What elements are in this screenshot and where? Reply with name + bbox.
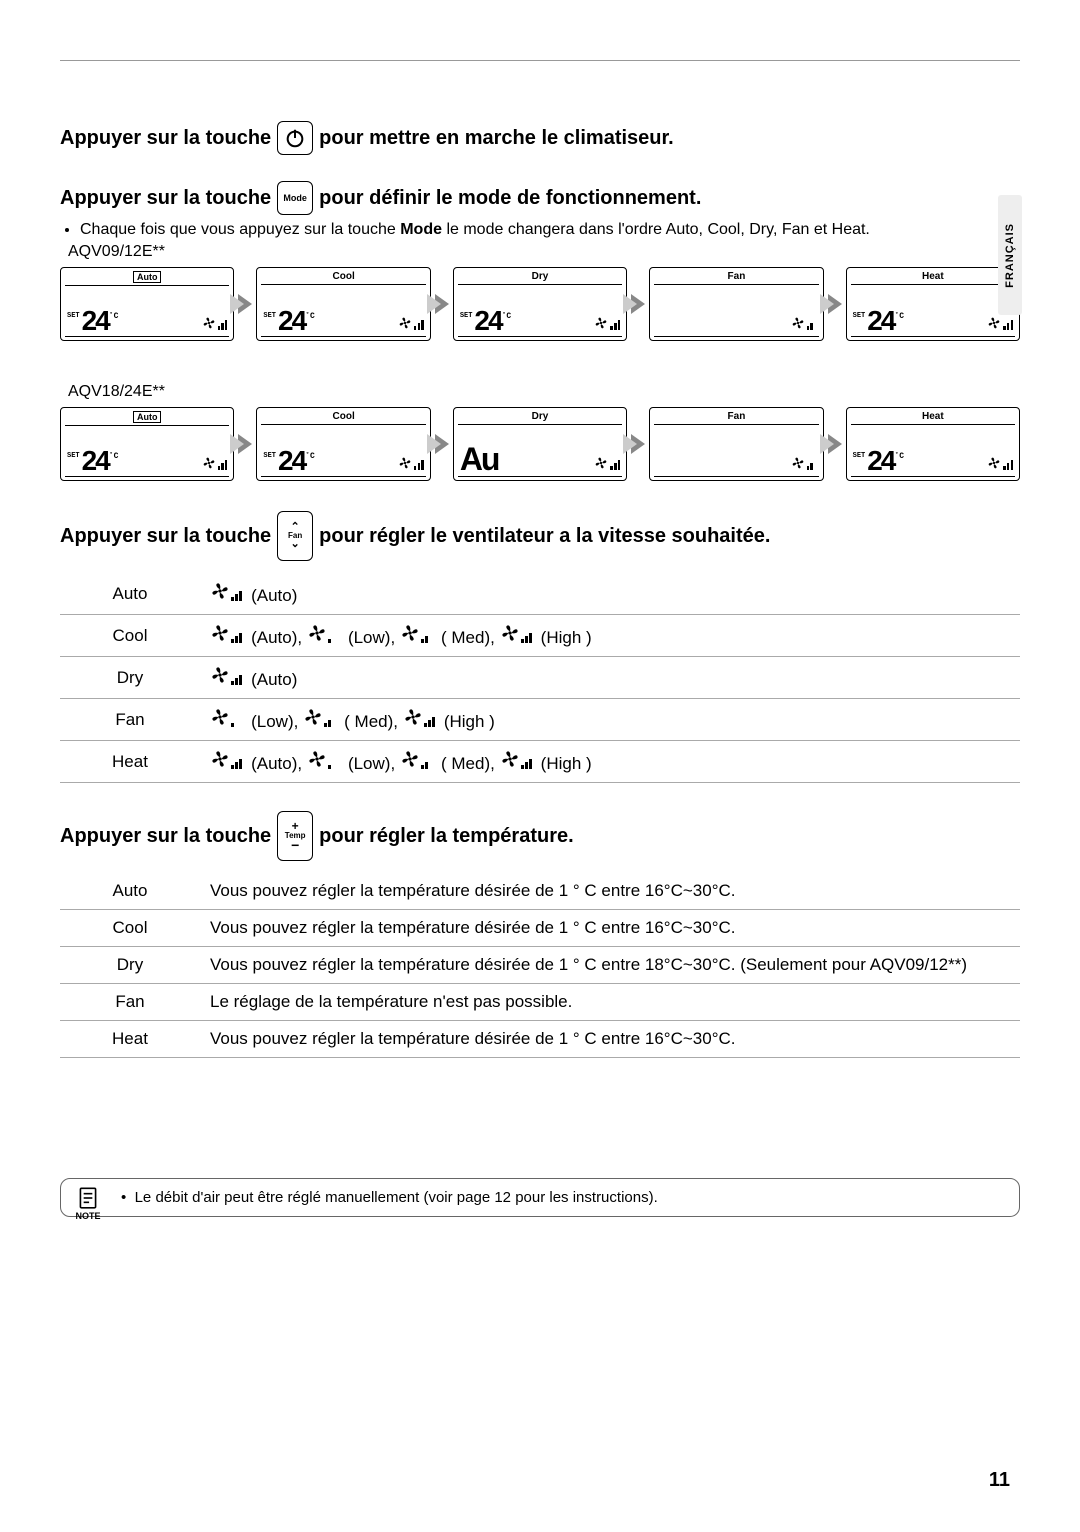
table-row: DryVous pouvez régler la température dés… xyxy=(60,947,1020,984)
mode-description: Chaque fois que vous appuyez sur la touc… xyxy=(80,221,1020,239)
temp-button-icon: + Temp − xyxy=(277,811,313,861)
instruction-power: Appuyer sur la touche pour mettre en mar… xyxy=(60,121,1020,155)
note-text: Le débit d'air peut être réglé manuellem… xyxy=(135,1189,658,1206)
table-row: Auto (Auto) xyxy=(60,573,1020,615)
instruction-temp: Appuyer sur la touche + Temp − pour régl… xyxy=(60,811,1020,861)
arrow-icon xyxy=(631,434,645,454)
mode-flow-2: AutoSET24˚C CoolSET24˚C DryAu Fan HeatSET24˚… xyxy=(60,407,1020,481)
mode-box-heat: HeatSET24˚C xyxy=(846,407,1020,481)
text: Appuyer sur la touche xyxy=(60,825,271,848)
mode-box-fan: Fan xyxy=(649,267,823,341)
table-row: Fan (Low), ( Med), (High ) xyxy=(60,699,1020,741)
mode-box-fan: Fan xyxy=(649,407,823,481)
arrow-icon xyxy=(828,434,842,454)
arrow-icon xyxy=(238,294,252,314)
table-row: HeatVous pouvez régler la température dé… xyxy=(60,1021,1020,1058)
temperature-table: AutoVous pouvez régler la température dé… xyxy=(60,873,1020,1058)
mode-box-dry: DryAu xyxy=(453,407,627,481)
arrow-icon xyxy=(435,434,449,454)
mode-button-icon: Mode xyxy=(277,181,313,215)
fan-button-icon: ⌃ Fan ⌄ xyxy=(277,511,313,561)
text: pour régler le ventilateur a la vitesse … xyxy=(319,525,770,548)
mode-bullet: Chaque fois que vous appuyez sur la touc… xyxy=(80,221,1020,239)
text: pour régler la température. xyxy=(319,825,574,848)
arrow-icon xyxy=(631,294,645,314)
arrow-icon xyxy=(435,294,449,314)
model-label-1: AQV09/12E** xyxy=(68,243,1020,261)
instruction-fan: Appuyer sur la touche ⌃ Fan ⌄ pour régle… xyxy=(60,511,1020,561)
text: Appuyer sur la touche xyxy=(60,525,271,548)
table-row: Heat (Auto), (Low), ( Med), (High ) xyxy=(60,741,1020,783)
text: Appuyer sur la touche xyxy=(60,127,271,150)
mode-box-cool: CoolSET24˚C xyxy=(256,407,430,481)
fan-speed-table: Auto (Auto) Cool (Auto), (Low), ( Med), … xyxy=(60,573,1020,783)
mode-box-auto: AutoSET24˚C xyxy=(60,267,234,341)
mode-box-dry: DrySET24˚C xyxy=(453,267,627,341)
text: pour définir le mode de fonctionnement. xyxy=(319,187,701,210)
mode-box-cool: CoolSET24˚C xyxy=(256,267,430,341)
arrow-icon xyxy=(238,434,252,454)
mode-box-heat: HeatSET24˚C xyxy=(846,267,1020,341)
instruction-mode: Appuyer sur la touche Mode pour définir … xyxy=(60,181,1020,215)
table-row: Dry (Auto) xyxy=(60,657,1020,699)
model-label-2: AQV18/24E** xyxy=(68,383,1020,401)
table-row: Cool (Auto), (Low), ( Med), (High ) xyxy=(60,615,1020,657)
table-row: FanLe réglage de la température n'est pa… xyxy=(60,984,1020,1021)
power-button-icon xyxy=(277,121,313,155)
text: Appuyer sur la touche xyxy=(60,187,271,210)
note-icon: NOTE xyxy=(75,1185,101,1221)
text: pour mettre en marche le climatiseur. xyxy=(319,127,674,150)
mode-flow-1: AutoSET24˚C CoolSET24˚C DrySET24˚C Fan HeatS… xyxy=(60,267,1020,341)
note-box: NOTE • Le débit d'air peut être réglé ma… xyxy=(60,1178,1020,1217)
table-row: AutoVous pouvez régler la température dé… xyxy=(60,873,1020,910)
page-number: 11 xyxy=(989,1469,1010,1492)
language-tab: FRANÇAIS xyxy=(998,195,1022,315)
mode-box-auto: AutoSET24˚C xyxy=(60,407,234,481)
table-row: CoolVous pouvez régler la température dé… xyxy=(60,910,1020,947)
arrow-icon xyxy=(828,294,842,314)
